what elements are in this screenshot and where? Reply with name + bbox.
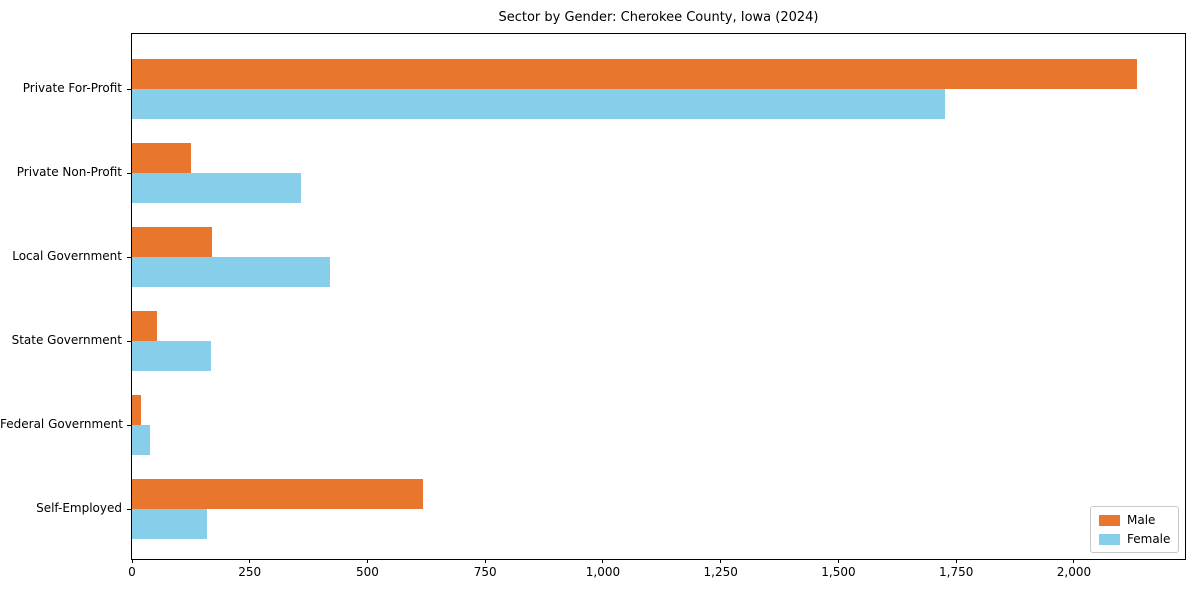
y-tick bbox=[127, 509, 131, 510]
bar-female-state-government bbox=[132, 341, 211, 371]
bar-female-local-government bbox=[132, 257, 331, 287]
x-tick bbox=[484, 559, 486, 563]
bar-female-self-employed bbox=[132, 509, 207, 539]
legend-item-male: Male bbox=[1099, 513, 1170, 527]
bar-female-private-non-profit bbox=[132, 173, 301, 203]
legend-label-female: Female bbox=[1127, 532, 1171, 546]
x-tick bbox=[602, 559, 604, 563]
y-axis-label-private-non-profit: Private Non-Profit bbox=[16, 165, 122, 179]
bar-female-federal-government bbox=[132, 425, 150, 455]
x-tick-label-6: 1,500 bbox=[821, 565, 856, 579]
plot-area: 0 250 500 750 1,000 1,250 1,500 1,750 2,000 bbox=[127, 33, 1186, 579]
y-tick bbox=[127, 89, 131, 90]
y-axis-label-state-government: State Government bbox=[11, 333, 122, 347]
bar-male-private-for-profit bbox=[132, 59, 1137, 89]
x-tick bbox=[1073, 559, 1075, 563]
legend: Male Female bbox=[1090, 506, 1179, 553]
x-tick bbox=[955, 559, 957, 563]
legend-item-female: Female bbox=[1099, 532, 1170, 546]
x-tick-label-5: 1,250 bbox=[703, 565, 738, 579]
y-axis-label-self-employed: Self-Employed bbox=[36, 501, 122, 515]
legend-label-male: Male bbox=[1127, 513, 1156, 527]
x-tick-label-4: 1,000 bbox=[585, 565, 621, 579]
x-tick bbox=[249, 559, 251, 563]
bar-female-private-for-profit bbox=[132, 89, 945, 119]
chart-title: Sector by Gender: Cherokee County, Iowa … bbox=[498, 10, 819, 25]
y-tick bbox=[127, 425, 131, 426]
y-tick bbox=[127, 341, 131, 342]
y-axis-label-private-for-profit: Private For-Profit bbox=[22, 81, 122, 95]
bar-male-state-government bbox=[132, 311, 157, 341]
x-tick-label-7: 1,750 bbox=[939, 565, 974, 579]
x-tick bbox=[837, 559, 839, 563]
legend-swatch-female bbox=[1099, 533, 1120, 545]
x-tick-label-3: 750 bbox=[473, 565, 497, 579]
x-tick-label-0: 0 bbox=[128, 565, 136, 579]
x-tick-label-8: 2,000 bbox=[1056, 565, 1092, 579]
x-tick bbox=[720, 559, 722, 563]
bar-male-private-non-profit bbox=[132, 143, 191, 173]
x-tick-label-1: 250 bbox=[238, 565, 262, 579]
x-tick bbox=[131, 559, 133, 563]
y-axis-label-local-government: Local Government bbox=[12, 249, 122, 263]
legend-swatch-male bbox=[1099, 514, 1120, 526]
x-tick bbox=[366, 559, 368, 563]
y-tick bbox=[127, 173, 131, 174]
y-axis-label-federal-government: Federal Government bbox=[0, 417, 123, 431]
bar-male-local-government bbox=[132, 227, 213, 257]
bar-male-self-employed bbox=[132, 479, 423, 509]
y-tick bbox=[127, 257, 131, 258]
bar-male-federal-government bbox=[132, 395, 141, 425]
x-tick-label-2: 500 bbox=[356, 565, 379, 579]
